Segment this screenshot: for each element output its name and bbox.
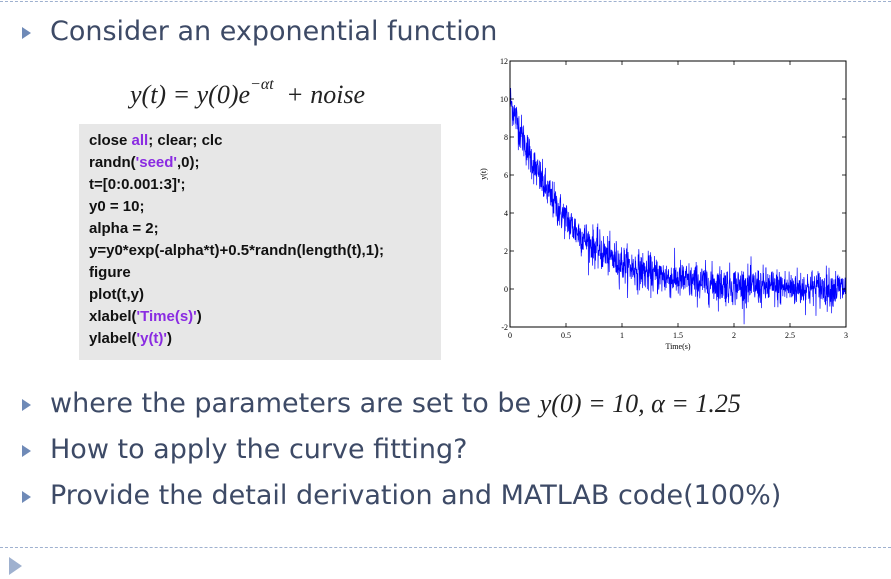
y-axis-label: y(t): [479, 168, 488, 180]
formula-main: y(t) = y(0)e: [130, 80, 251, 109]
y-tick-label: 10: [500, 95, 508, 104]
bullet-arrow-icon: [22, 445, 31, 457]
code-line: t=[0:0.001:3]';: [89, 176, 186, 193]
y-tick-label: 12: [500, 57, 508, 66]
code-string-token: 'y(t)': [136, 330, 167, 347]
code-token: ylabel(: [89, 330, 137, 347]
data-series-line: [509, 88, 847, 325]
y-tick-label: 0: [504, 285, 508, 294]
x-tick-label: 3: [844, 331, 848, 340]
x-tick-label: 2: [732, 331, 736, 340]
code-line: randn('seed',0);: [89, 154, 200, 171]
code-block: close all; clear; clc randn('seed',0); t=[…: [79, 124, 441, 360]
x-tick-label: 1.5: [673, 331, 683, 340]
exponential-formula: y(t) = y(0)e−αt + noise: [130, 76, 366, 110]
bullet-parameters-text: where the parameters are set to be: [50, 388, 540, 419]
code-string-token: 'seed': [135, 154, 177, 171]
bullet-title: Consider an exponential function: [50, 16, 498, 47]
code-token: randn(: [89, 154, 136, 171]
bullet-arrow-icon: [22, 491, 31, 503]
code-token: figure: [89, 264, 131, 281]
code-line: figure: [89, 264, 131, 281]
top-divider: [0, 1, 891, 2]
code-string-token: all: [131, 132, 149, 149]
x-tick-label: 2.5: [785, 331, 795, 340]
formula-exponent: −αt: [250, 76, 274, 94]
y-tick-label: 4: [504, 209, 508, 218]
x-tick-label: 0.5: [561, 331, 571, 340]
code-token: plot(t,y): [89, 286, 144, 303]
y-tick-label: -2: [501, 323, 508, 332]
parameter-math: y(0) = 10, α = 1.25: [539, 389, 741, 418]
code-token: y0 = 10;: [89, 198, 145, 215]
formula-noise: + noise: [286, 80, 366, 109]
code-string-token: 'Time(s)': [136, 308, 197, 325]
code-token: xlabel(: [89, 308, 137, 325]
code-line: close all; clear; clc: [89, 132, 222, 149]
bullet-arrow-icon: [22, 399, 31, 411]
bullet-arrow-icon: [22, 27, 31, 39]
bullet-derivation: Provide the detail derivation and MATLAB…: [50, 480, 782, 511]
bottom-divider: [0, 547, 891, 548]
code-token: ): [196, 308, 202, 325]
code-line: plot(t,y): [89, 286, 144, 303]
bullet-curve-fitting: How to apply the curve fitting?: [50, 434, 468, 465]
code-line: alpha = 2;: [89, 220, 159, 237]
code-line: xlabel('Time(s)'): [89, 308, 202, 325]
code-token: ): [167, 330, 172, 347]
y-tick-label: 2: [504, 247, 508, 256]
next-slide-arrow-icon[interactable]: [9, 557, 22, 575]
code-token: ,0);: [177, 154, 200, 171]
code-line: y0 = 10;: [89, 198, 144, 215]
x-tick-label: 1: [620, 331, 624, 340]
code-token: alpha = 2;: [89, 220, 159, 237]
x-axis-label: Time(s): [665, 342, 690, 351]
y-tick-label: 8: [504, 133, 508, 142]
code-token: close: [89, 132, 132, 149]
code-token: t=[0:0.001:3]';: [89, 176, 186, 193]
code-token: ; clear; clc: [148, 132, 223, 149]
y-tick-label: 6: [504, 171, 508, 180]
code-token: y=y0*exp(-alpha*t)+0.5*randn(length(t),1…: [89, 242, 385, 259]
code-line: y=y0*exp(-alpha*t)+0.5*randn(length(t),1…: [89, 242, 384, 259]
code-line: ylabel('y(t)'): [89, 330, 172, 347]
x-tick-label: 0: [508, 331, 512, 340]
bullet-parameters: where the parameters are set to be y(0) …: [50, 388, 741, 419]
